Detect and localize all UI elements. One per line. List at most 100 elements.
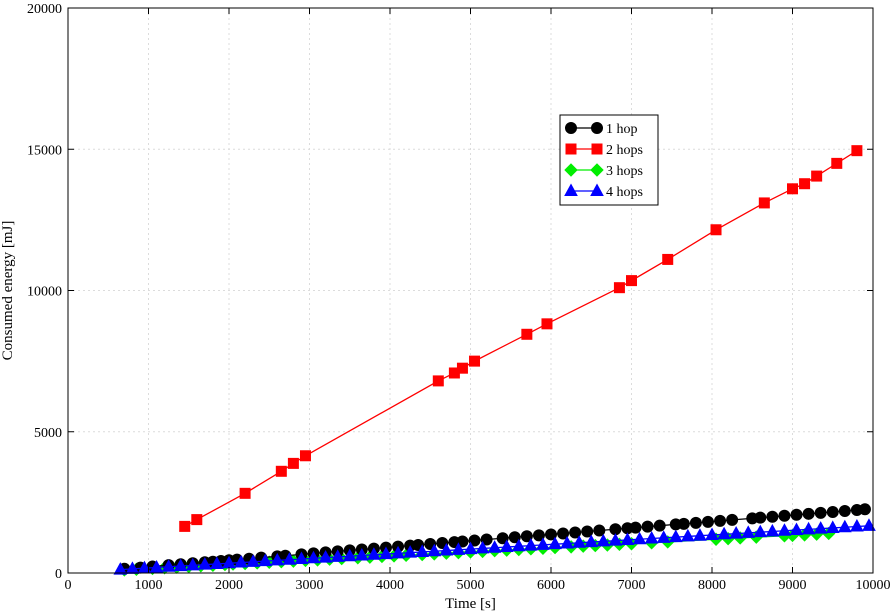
data-point-4-hops [524,538,538,551]
y-tick-label: 10000 [27,285,62,300]
data-point-4-hops [367,547,381,560]
data-point-1-hop [802,507,815,520]
data-point-2-hops [831,157,843,169]
data-point-4-hops [487,540,502,553]
series-layer [113,145,876,577]
data-point-4-hops [548,536,562,550]
data-point-4-hops [391,545,405,559]
data-point-4-hops [693,528,707,541]
data-point-4-hops [825,520,840,533]
tick-layer: 0 1000 2000 3000 4000 5000 6000 7000 8000 9000 100… [27,2,891,593]
data-point-4-hops [813,521,828,534]
data-point-2-hops [239,487,251,499]
data-point-1-hop [609,523,622,536]
data-point-4-hops [729,526,743,539]
x-tick-label: 0 [65,578,72,593]
legend-item-3-hops: 3 hops [564,163,643,179]
y-tick-label: 0 [55,567,62,582]
data-point-4-hops [463,541,478,555]
legend-marker [590,163,604,177]
data-point-4-hops [294,551,309,565]
data-point-1-hop [726,513,739,526]
data-point-1-hop [677,517,690,530]
legend-marker [565,122,577,134]
data-point-4-hops [379,546,393,560]
data-point-1-hop [520,530,533,543]
legend-marker [591,143,603,155]
data-point-2-hops [179,520,191,532]
x-tick-label: 10000 [856,578,891,593]
data-point-4-hops [668,529,683,543]
x-tick-label: 9000 [779,578,807,593]
data-point-1-hop [790,508,803,521]
data-point-4-hops [173,558,188,572]
y-tick-label: 20000 [27,2,62,17]
data-point-2-hops [787,183,798,195]
data-point-2-hops [799,178,811,190]
data-point-1-hop [858,503,871,516]
data-point-4-hops [342,548,357,562]
data-point-4-hops [499,539,514,553]
data-point-4-hops [753,524,768,538]
data-point-4-hops [427,543,442,557]
data-point-4-hops [318,550,333,563]
data-point-1-hop [456,535,469,548]
legend: 1 hop 2 hops 3 hops 4 hops [559,114,659,206]
data-point-1-hop [557,527,570,540]
data-point-4-hops [717,526,731,540]
x-tick-label: 2000 [215,578,243,593]
data-point-1-hop [838,504,851,517]
data-point-1-hop [545,528,557,541]
data-point-4-hops [789,522,804,536]
data-point-2-hops [456,362,468,374]
series-4-hops [113,518,876,575]
data-point-2-hops [432,375,444,387]
data-point-4-hops [681,528,695,542]
data-point-2-hops [662,253,674,265]
x-tick-label: 5000 [457,578,485,593]
data-point-1-hop [754,511,767,524]
data-point-1-hop [766,510,779,523]
data-point-4-hops [656,530,671,543]
legend-item-2-hops: 2 hops [565,143,643,158]
data-point-4-hops [584,534,599,548]
data-point-1-hop [826,505,839,518]
data-point-1-hop [581,525,594,538]
data-point-1-hop [508,531,521,544]
data-point-4-hops [270,552,285,566]
data-point-4-hops [560,535,574,549]
data-point-4-hops [113,562,128,575]
legend-label: 2 hops [606,143,643,158]
data-point-2-hops [613,282,625,294]
legend-item-4-hops: 4 hops [564,183,643,200]
data-point-4-hops [511,538,526,552]
data-point-1-hop [468,534,481,547]
data-point-4-hops [210,556,224,569]
data-point-2-hops [710,224,722,236]
data-point-1-hop [593,524,606,537]
data-point-4-hops [608,533,623,546]
data-point-2-hops [191,514,203,526]
data-point-4-hops [620,532,635,545]
data-point-4-hops [198,557,212,570]
data-point-2-hops [469,355,481,367]
data-point-4-hops [705,527,719,541]
data-point-4-hops [246,554,260,567]
y-axis-title: Consumed energy [mJ] [0,221,16,361]
data-point-4-hops [258,553,273,567]
data-point-4-hops [644,530,659,544]
data-point-1-hop [814,506,827,519]
data-point-1-hop [480,533,493,546]
legend-marker [565,143,577,155]
legend-label: 4 hops [606,185,643,200]
data-point-2-hops [275,465,287,477]
data-point-2-hops [521,328,533,340]
data-point-4-hops [282,552,297,565]
data-point-4-hops [632,531,647,545]
grid-layer [68,8,873,573]
data-point-4-hops [330,549,345,562]
data-point-2-hops [851,145,863,157]
data-point-4-hops [475,540,490,554]
data-point-2-hops [758,197,770,209]
legend-label: 1 hop [606,122,638,137]
